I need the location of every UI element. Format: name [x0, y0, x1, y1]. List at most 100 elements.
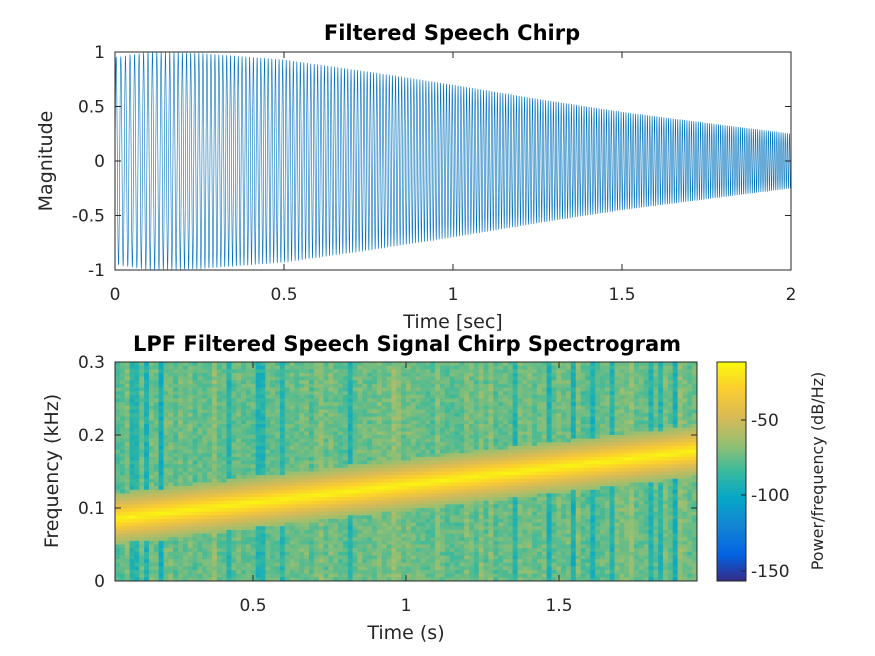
spectrogram-cell	[347, 540, 354, 545]
spectrogram-cell	[192, 500, 198, 505]
spectrogram-cell	[260, 420, 266, 425]
spectrogram-cell	[512, 460, 518, 465]
spectrogram-cell	[459, 380, 465, 385]
spectrogram-cell	[333, 362, 339, 367]
spectrogram-cell	[119, 387, 126, 392]
spectrogram-cell	[318, 500, 324, 505]
spectrogram-cell	[265, 438, 271, 443]
spectrogram-cell	[236, 467, 242, 472]
spectrogram-cell	[250, 562, 257, 567]
spectrogram-cell	[454, 464, 460, 469]
spectrogram-cell	[449, 369, 455, 374]
spectrogram-cell	[192, 445, 198, 450]
spectrogram-cell	[187, 435, 193, 440]
spectrogram-cell	[148, 413, 155, 418]
spectrogram-cell	[430, 387, 436, 392]
spectrogram-cell	[212, 383, 218, 388]
spectrogram-cell	[338, 500, 344, 505]
spectrogram-cell	[192, 497, 198, 502]
spectrogram-cell	[270, 456, 276, 461]
spectrogram-cell	[464, 362, 470, 367]
spectrogram-cell	[182, 380, 189, 385]
spectrogram-cell	[503, 369, 509, 374]
spectrogram-cell	[503, 540, 509, 545]
spectrogram-cell	[163, 376, 169, 381]
spectrogram-cell	[250, 482, 257, 487]
spectrogram-cell	[313, 369, 320, 374]
spectrogram-cell	[318, 431, 324, 436]
spectrogram-cell	[367, 365, 373, 370]
spectrogram-cell	[406, 526, 412, 531]
spectrogram-cell	[221, 559, 227, 564]
spectrogram-cell	[241, 478, 247, 483]
spectrogram-cell	[338, 460, 344, 465]
spectrogram-cell	[459, 504, 465, 509]
spectrogram-cell	[352, 508, 358, 513]
spectrogram-cell	[342, 431, 349, 436]
spectrogram-cell	[148, 562, 155, 567]
spectrogram-cell	[284, 413, 290, 418]
spectrogram-cell	[163, 551, 169, 556]
spectrogram-cell	[245, 515, 252, 520]
spectrogram-cell	[245, 471, 252, 476]
spectrogram-cell	[376, 467, 383, 472]
spectrogram-cell	[473, 464, 480, 469]
spectrogram-cell	[367, 416, 373, 421]
spectrogram-cell	[503, 460, 509, 465]
spectrogram-cell	[415, 445, 421, 450]
spectrogram-cell	[415, 416, 421, 421]
spectrogram-cell	[333, 409, 339, 414]
spectrogram-cell	[391, 391, 397, 396]
spectrogram-cell	[503, 526, 509, 531]
spectrogram-cell	[512, 376, 518, 381]
spectrogram-cell	[163, 522, 169, 527]
spectrogram-cell	[158, 409, 164, 414]
spectrogram-cell	[304, 540, 310, 545]
spectrogram-cell	[260, 453, 266, 458]
spectrogram-cell	[459, 402, 465, 407]
spectrogram-cell	[279, 431, 286, 436]
spectrogram-cell	[192, 365, 198, 370]
spectrogram-cell	[129, 478, 135, 483]
spectrogram-cell	[178, 544, 184, 549]
spectrogram-cell	[163, 486, 169, 491]
spectrogram-cell	[231, 365, 237, 370]
spectrogram-cell	[464, 456, 470, 461]
spectrogram-cell	[236, 540, 242, 545]
spectrogram-cell	[279, 526, 286, 531]
spectrogram-cell	[386, 365, 392, 370]
spectrogram-cell	[134, 500, 140, 505]
spectrogram-cell	[342, 533, 349, 538]
spectrogram-cell	[381, 518, 387, 523]
spectrogram-cell	[488, 376, 494, 381]
spectrogram-cell	[488, 570, 494, 575]
spectrogram-cell	[168, 369, 174, 374]
spectrogram-cell	[245, 559, 252, 564]
spectrogram-cell	[362, 540, 368, 545]
spectrogram-cell	[478, 500, 484, 505]
spectrogram-cell	[473, 570, 480, 575]
spectrogram-cell	[464, 478, 470, 483]
spectrogram-cell	[357, 413, 363, 418]
spectrogram-cell	[507, 577, 514, 582]
spectrogram-cell	[410, 471, 417, 476]
spectrogram-cell	[454, 486, 460, 491]
spectrogram-cell	[134, 409, 140, 414]
spectrogram-cell	[119, 540, 126, 545]
spectrogram-cell	[153, 456, 160, 461]
spectrogram-cell	[372, 475, 378, 480]
spectrogram-cell	[454, 537, 460, 542]
spectrogram-cell	[309, 383, 315, 388]
spectrogram-cell	[260, 548, 266, 553]
spectrogram-cell	[323, 391, 329, 396]
spectrogram-cell	[473, 551, 480, 556]
spectrogram-cell	[435, 420, 441, 425]
spectrogram-cell	[275, 449, 281, 454]
spectrogram-cell	[367, 442, 373, 447]
spectrogram-cell	[294, 402, 300, 407]
spectrogram-cell	[333, 529, 339, 534]
spectrogram-cell	[207, 518, 213, 523]
spectrogram-cell	[129, 555, 135, 560]
spectrogram-cell	[260, 409, 266, 414]
spectrogram-cell	[338, 497, 344, 502]
